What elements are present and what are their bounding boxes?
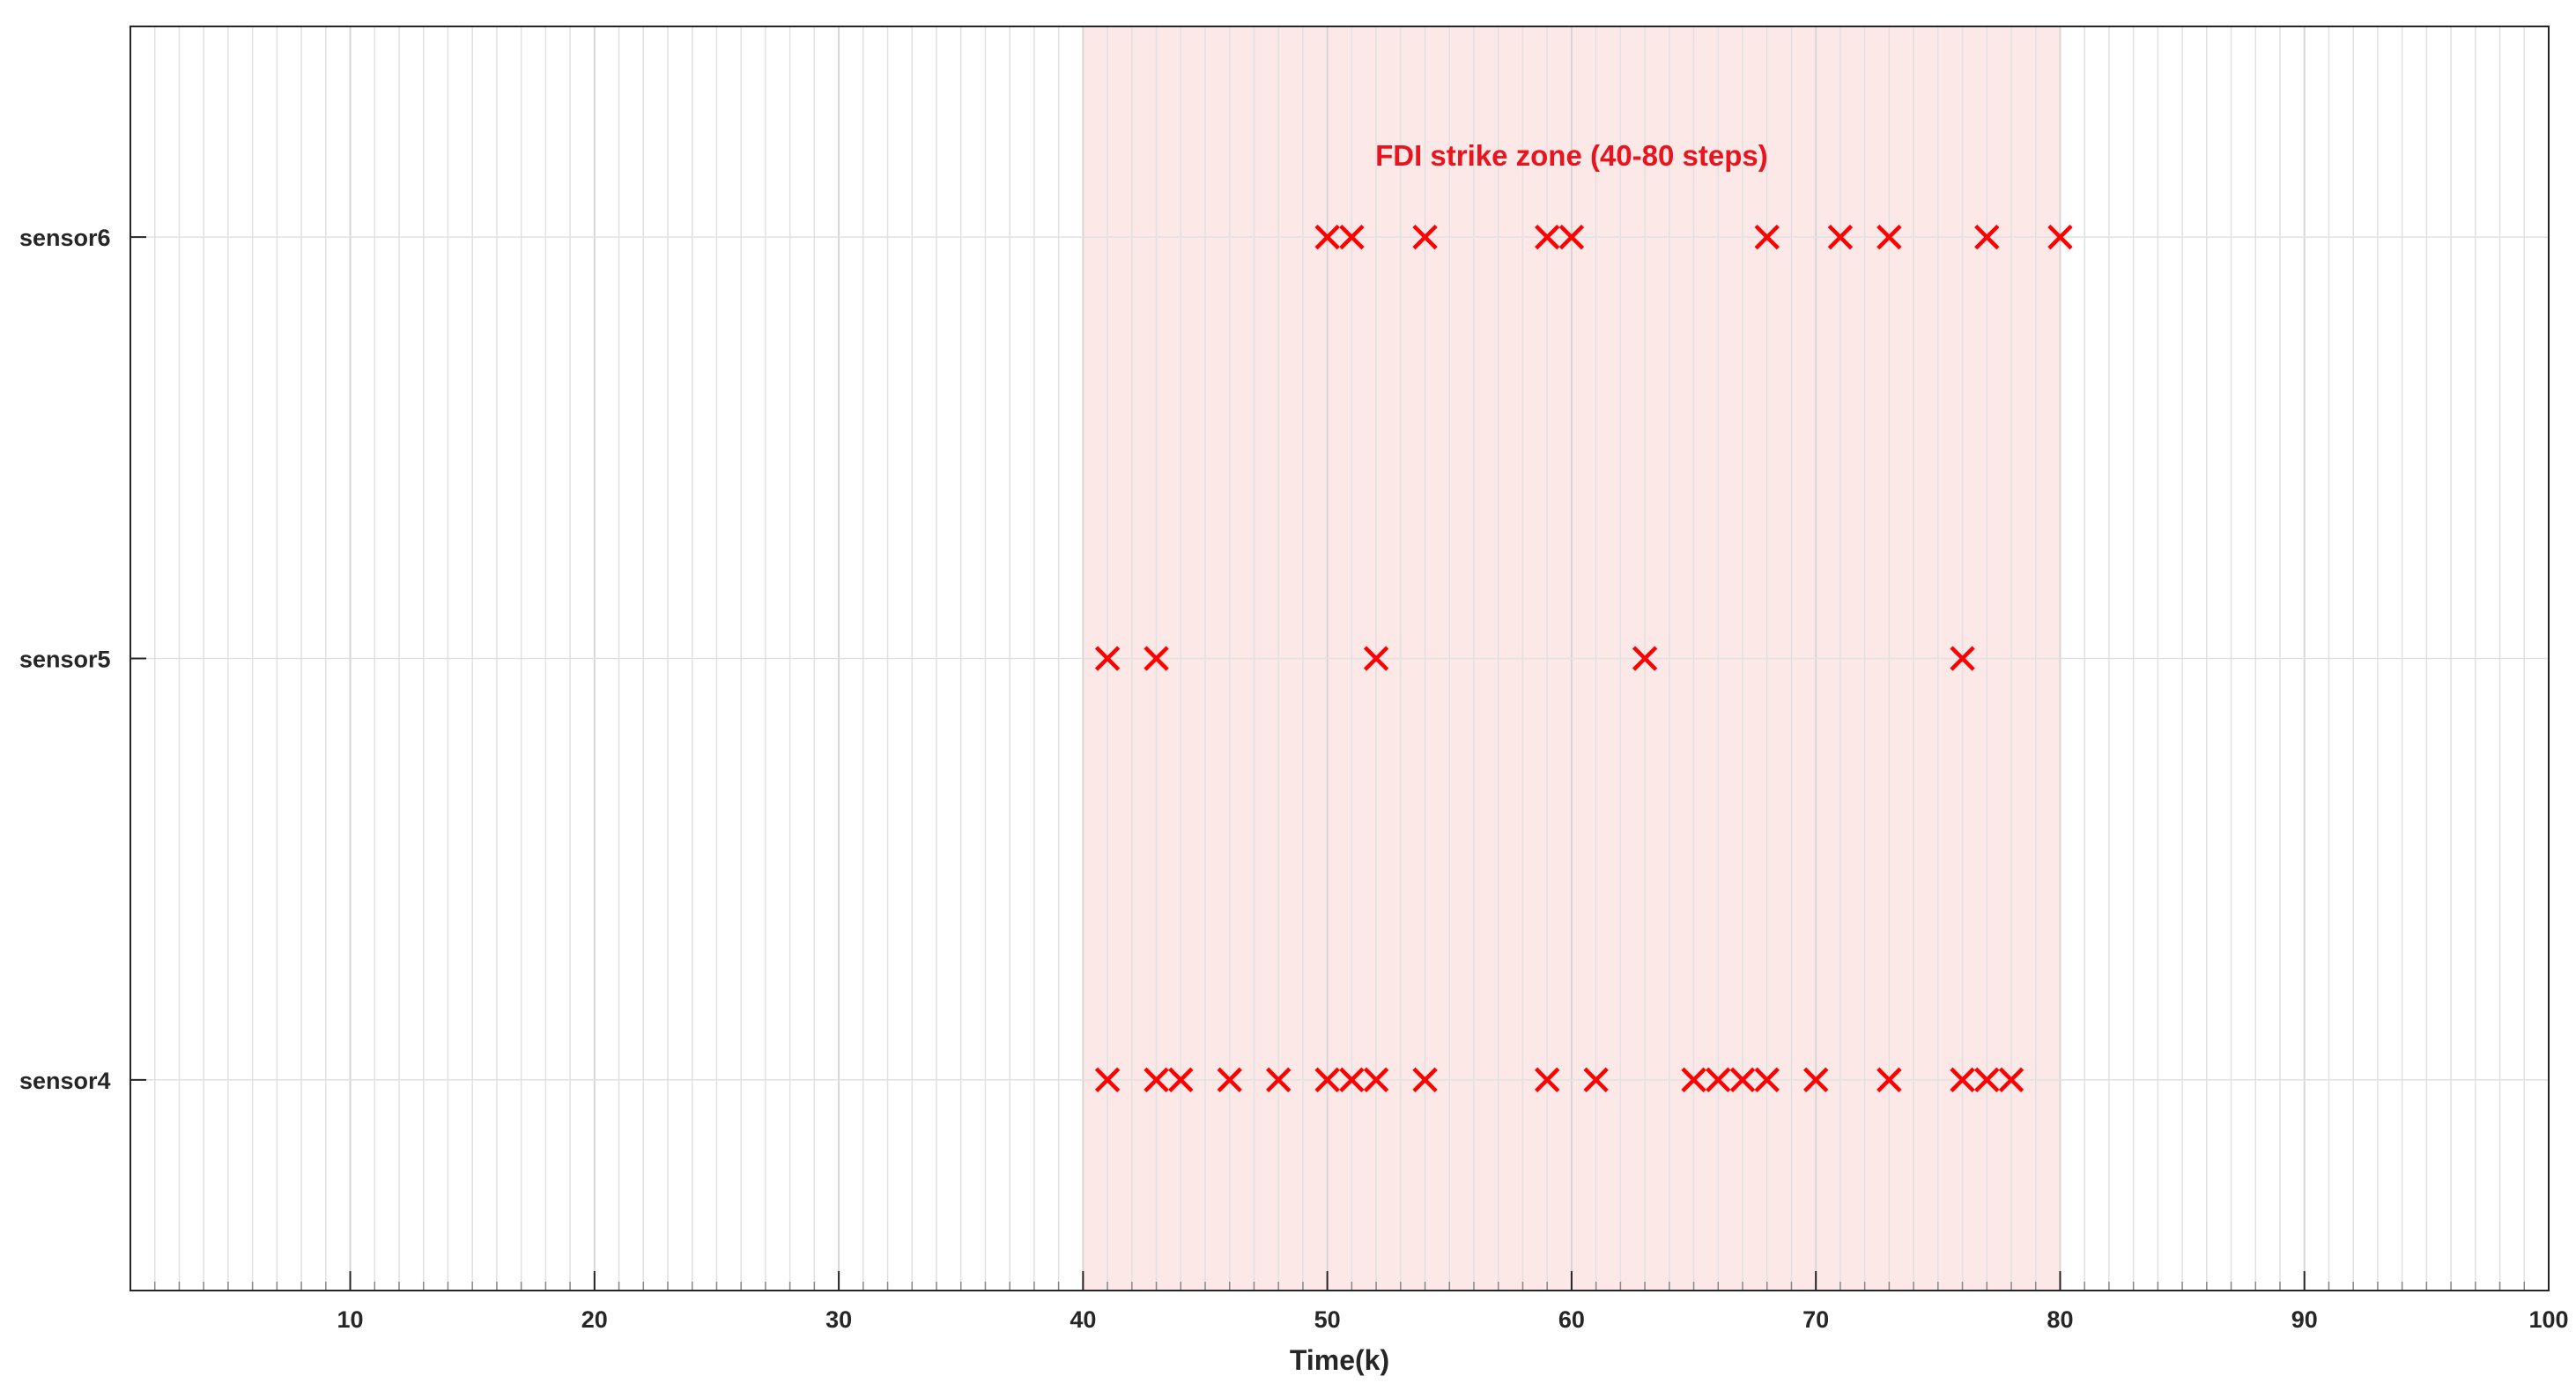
data-point-marker	[1876, 224, 1902, 250]
data-point-marker	[1314, 224, 1340, 250]
marker-stroke	[1339, 1067, 1365, 1093]
marker-stroke	[1412, 224, 1438, 250]
x-tick-label: 50	[1314, 1306, 1341, 1333]
marker-stroke	[1314, 1067, 1340, 1093]
x-tick-label: 100	[2528, 1306, 2568, 1333]
data-point-marker	[1168, 1067, 1194, 1093]
marker-stroke	[1802, 1067, 1829, 1093]
data-point-marker	[1974, 224, 2000, 250]
x-tick-label: 30	[825, 1306, 852, 1333]
marker-stroke	[1974, 1067, 2000, 1093]
data-point-marker	[1950, 646, 1975, 671]
shaded-region-label: FDI strike zone (40-80 steps)	[1375, 139, 1768, 172]
marker-stroke	[1632, 646, 1658, 671]
axes-layer	[130, 26, 2550, 1291]
marker-stroke	[1876, 1067, 1902, 1093]
data-point-marker	[1217, 1067, 1242, 1093]
data-point-marker	[1583, 1067, 1609, 1093]
data-point-marker	[1412, 1067, 1438, 1093]
marker-stroke	[1681, 1067, 1706, 1093]
text-layer: FDI strike zone (40-80 steps) Time(k) 10…	[19, 139, 2569, 1376]
marker-stroke	[1706, 1067, 1731, 1093]
data-point-marker	[1339, 1067, 1365, 1093]
data-point-marker	[1534, 224, 1560, 250]
marker-stroke	[1950, 1067, 1975, 1093]
y-tick-label: sensor4	[19, 1068, 111, 1094]
data-point-marker	[1729, 1067, 1756, 1093]
marker-stroke	[1876, 224, 1902, 250]
data-point-marker	[1632, 646, 1658, 671]
data-point-marker	[1950, 1067, 1975, 1093]
marker-stroke	[1558, 224, 1585, 250]
marker-stroke	[1314, 224, 1340, 250]
data-point-marker	[1534, 1067, 1560, 1093]
marker-stroke	[1094, 1067, 1121, 1093]
data-point-marker	[1363, 646, 1389, 671]
marker-stroke	[1534, 224, 1560, 250]
marker-stroke	[1974, 224, 2000, 250]
x-tick-label: 40	[1070, 1306, 1096, 1333]
x-tick-label: 10	[337, 1306, 364, 1333]
y-tick-label: sensor6	[19, 225, 111, 251]
data-point-marker	[1412, 224, 1438, 250]
markers-layer	[1094, 224, 2073, 1093]
x-tick-label: 90	[2291, 1306, 2318, 1333]
marker-stroke	[1754, 1067, 1780, 1093]
marker-stroke	[1827, 224, 1854, 250]
marker-stroke	[1339, 224, 1365, 250]
x-tick-label: 80	[2047, 1306, 2073, 1333]
x-tick-label: 70	[1802, 1306, 1829, 1333]
marker-stroke	[1144, 1067, 1169, 1093]
marker-stroke	[1412, 1067, 1438, 1093]
data-point-marker	[1706, 1067, 1731, 1093]
data-point-marker	[1144, 1067, 1169, 1093]
x-axis-title: Time(k)	[1290, 1344, 1389, 1376]
data-point-marker	[1876, 1067, 1902, 1093]
data-point-marker	[1363, 1067, 1389, 1093]
data-point-marker	[1265, 1067, 1292, 1093]
x-tick-label: 20	[581, 1306, 608, 1333]
marker-stroke	[1363, 646, 1389, 671]
data-point-marker	[1094, 646, 1121, 671]
data-point-marker	[1339, 224, 1365, 250]
y-tick-label: sensor5	[19, 647, 111, 673]
marker-stroke	[1168, 1067, 1194, 1093]
x-tick-label: 60	[1558, 1306, 1585, 1333]
marker-stroke	[1094, 646, 1121, 671]
plot-frame	[130, 26, 2550, 1291]
data-point-marker	[1681, 1067, 1706, 1093]
data-point-marker	[1827, 224, 1854, 250]
marker-stroke	[1144, 646, 1169, 671]
marker-stroke	[1729, 1067, 1756, 1093]
data-point-marker	[1094, 1067, 1121, 1093]
data-point-marker	[1802, 1067, 1829, 1093]
data-point-marker	[1998, 1067, 2025, 1093]
marker-stroke	[1363, 1067, 1389, 1093]
marker-stroke	[1950, 646, 1975, 671]
grid-layer	[130, 26, 2550, 1291]
data-point-marker	[1314, 1067, 1340, 1093]
data-point-marker	[2047, 224, 2073, 250]
data-point-marker	[1144, 646, 1169, 671]
data-point-marker	[1754, 224, 1780, 250]
marker-stroke	[1998, 1067, 2025, 1093]
data-point-marker	[1974, 1067, 2000, 1093]
marker-stroke	[1583, 1067, 1609, 1093]
marker-stroke	[1217, 1067, 1242, 1093]
marker-stroke	[1265, 1067, 1292, 1093]
data-point-marker	[1558, 224, 1585, 250]
marker-stroke	[1534, 1067, 1560, 1093]
marker-stroke	[2047, 224, 2073, 250]
marker-stroke	[1754, 224, 1780, 250]
data-point-marker	[1754, 1067, 1780, 1093]
